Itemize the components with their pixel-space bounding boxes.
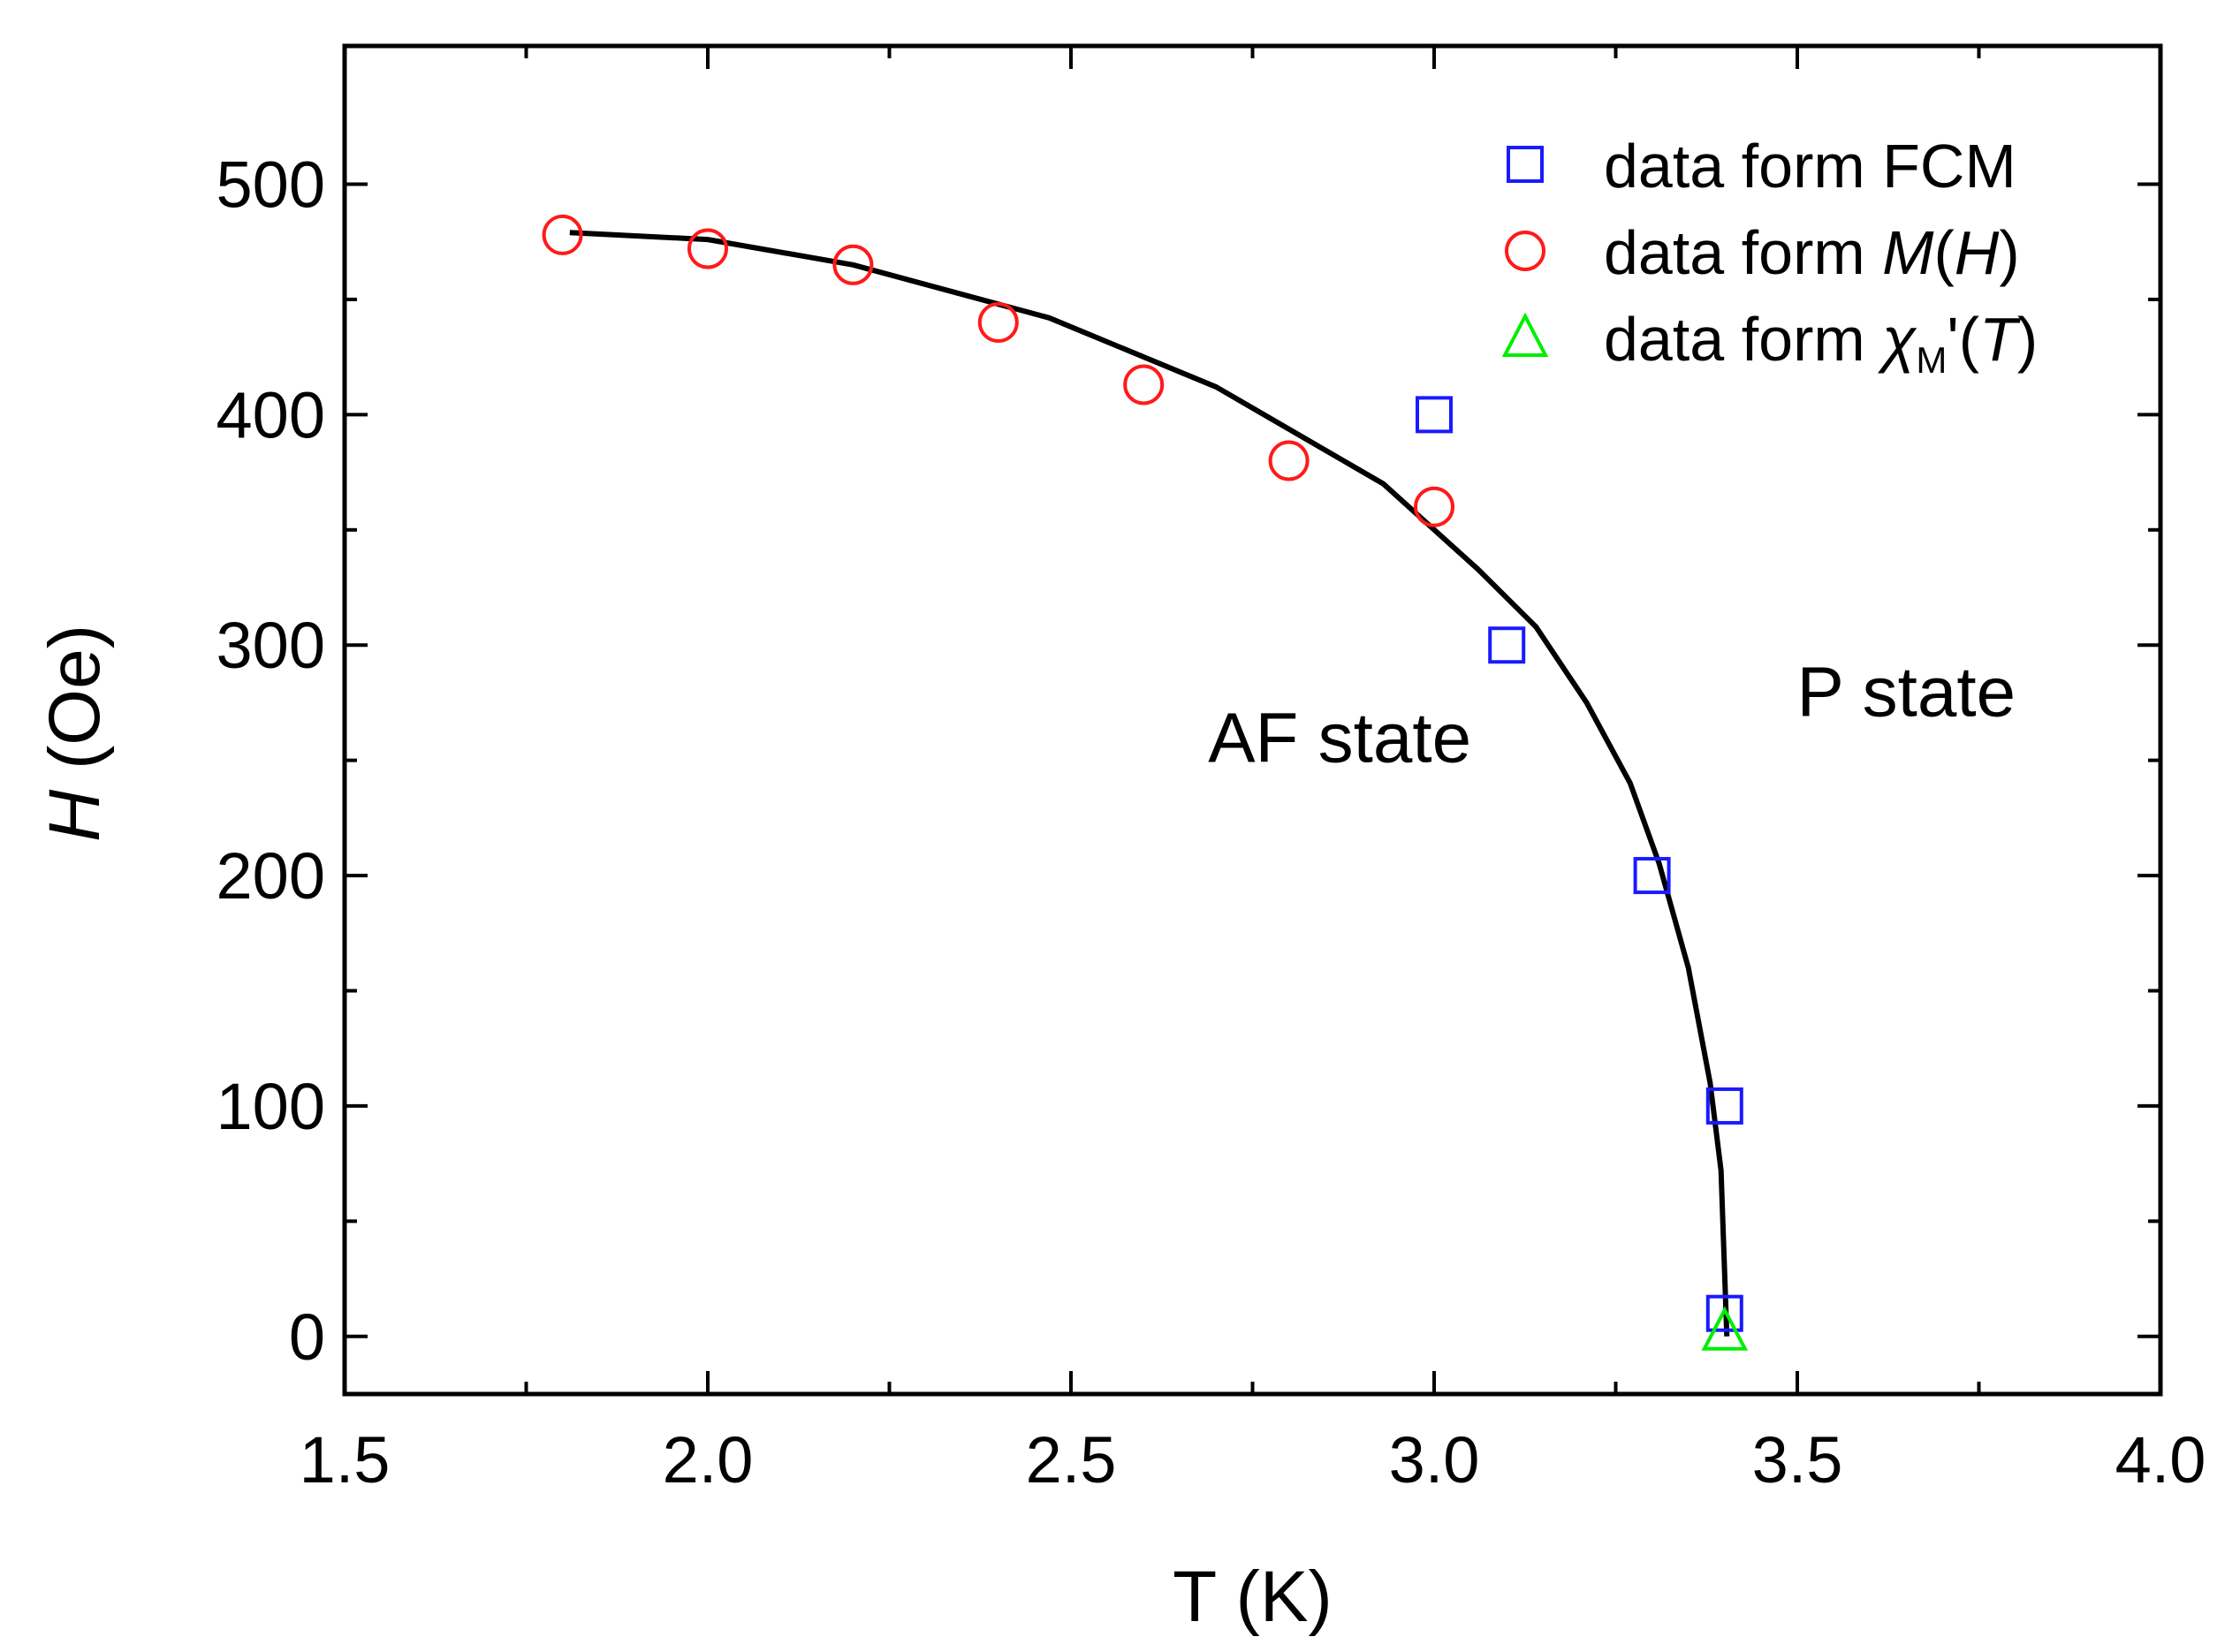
legend-label-close: ) bbox=[2017, 305, 2038, 374]
fit-curve-group bbox=[569, 230, 1730, 1337]
y-axis-title-unit: (Oe) bbox=[34, 625, 115, 790]
legend-label-variable: T bbox=[1979, 305, 2021, 374]
y-tick-label: 300 bbox=[216, 609, 325, 682]
x-tick-label: 2.0 bbox=[663, 1423, 754, 1497]
circle-point bbox=[977, 302, 1019, 344]
legend-label: data form χM'(T) bbox=[1604, 305, 2038, 381]
y-tick-label: 0 bbox=[289, 1300, 325, 1374]
x-tick-label: 2.5 bbox=[1026, 1423, 1117, 1497]
y-axis-title-symbol: H bbox=[34, 789, 115, 842]
x-tick-label: 3.0 bbox=[1389, 1423, 1480, 1497]
legend-label-paren: ( bbox=[1933, 218, 1954, 287]
circle-point bbox=[1123, 364, 1165, 405]
legend-label-prefix: data form bbox=[1604, 218, 1882, 287]
fit-curve bbox=[569, 230, 1730, 1337]
legend-label-symbol: M bbox=[1882, 218, 1934, 287]
square-point bbox=[1633, 857, 1671, 895]
legend-label: data form M(H) bbox=[1604, 218, 2020, 287]
legend-circle-marker bbox=[1505, 231, 1545, 271]
region-label: P state bbox=[1797, 652, 2016, 731]
legend-label-main: FCM bbox=[1882, 132, 2016, 201]
legend-label-variable: H bbox=[1955, 218, 2000, 287]
circle-point bbox=[832, 244, 874, 285]
legend-label-close: ) bbox=[1999, 218, 2019, 287]
data-points bbox=[542, 214, 1749, 1351]
square-point bbox=[1416, 396, 1453, 434]
legend-label: data form FCM bbox=[1604, 132, 2016, 201]
legend-square-marker bbox=[1507, 146, 1544, 183]
region-label: AF state bbox=[1208, 699, 1471, 777]
y-tick-label: 100 bbox=[216, 1070, 325, 1143]
y-tick-label: 500 bbox=[216, 148, 325, 222]
legend-label-prefix: data form bbox=[1604, 305, 1882, 374]
legend-label-subscript: M bbox=[1916, 339, 1947, 381]
y-tick-label: 400 bbox=[216, 378, 325, 451]
circle-point bbox=[687, 228, 728, 269]
circle-point bbox=[542, 214, 583, 255]
circle-point bbox=[1414, 486, 1454, 527]
y-tick-label: 200 bbox=[216, 839, 325, 913]
circle-point bbox=[1268, 440, 1310, 481]
axes: 1.5 2.0 2.5 3.0 3.5 4.0 0 100 200 300 400 500 T (K) H… bbox=[34, 43, 2206, 1637]
triangle-point bbox=[1701, 1306, 1749, 1351]
legend-label-symbol: χ bbox=[1877, 305, 1917, 374]
legend-label-prime: '( bbox=[1947, 305, 1979, 374]
y-axis-title: H (Oe) bbox=[34, 625, 115, 842]
square-point bbox=[1705, 1087, 1743, 1125]
x-tick-label: 4.0 bbox=[2115, 1423, 2206, 1497]
legend-label-prefix: data form bbox=[1604, 132, 1882, 201]
x-axis-title: T (K) bbox=[1173, 1557, 1333, 1637]
x-tick-label: 1.5 bbox=[300, 1423, 391, 1497]
square-point bbox=[1488, 626, 1526, 664]
square-point bbox=[1705, 1294, 1743, 1332]
annotations: AF state P state bbox=[1208, 652, 2016, 777]
x-tick-label: 3.5 bbox=[1752, 1423, 1843, 1497]
legend-triangle-marker bbox=[1501, 312, 1549, 357]
